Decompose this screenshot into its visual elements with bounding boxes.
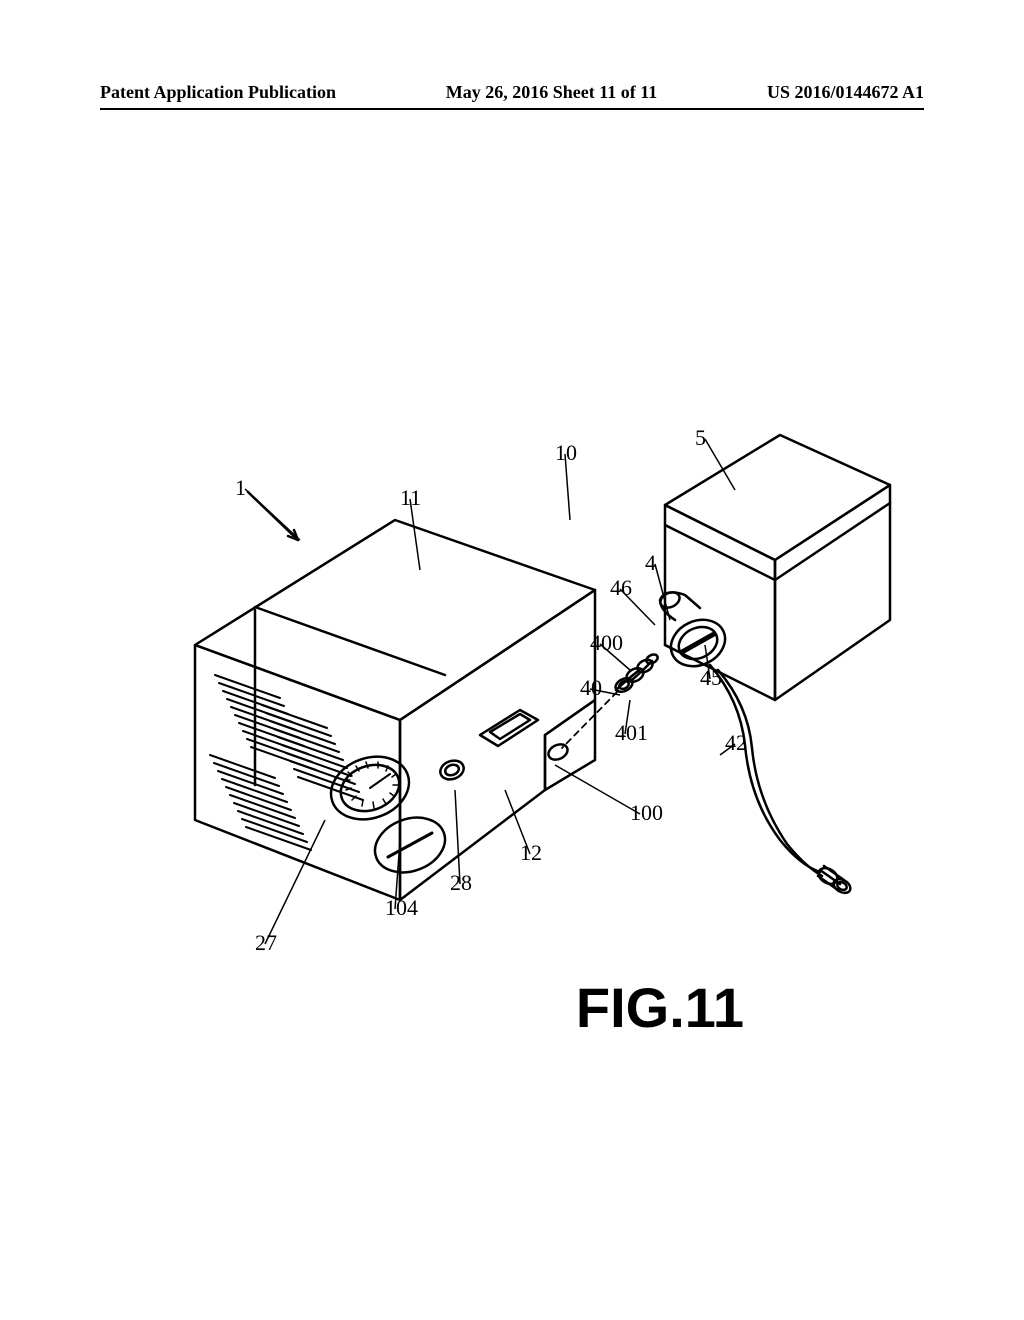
ref-10: 10	[555, 440, 577, 466]
figure-area: 111105464400404014542100122810427 FIG.11	[100, 200, 924, 1100]
ref-40: 40	[580, 675, 602, 701]
header-right: US 2016/0144672 A1	[767, 82, 924, 103]
patent-drawing	[100, 200, 924, 1100]
header-center: May 26, 2016 Sheet 11 of 11	[446, 82, 658, 103]
ref-104: 104	[385, 895, 418, 921]
ref-46: 46	[610, 575, 632, 601]
header-rule	[100, 108, 924, 110]
ref-400: 400	[590, 630, 623, 656]
ref-5: 5	[695, 425, 706, 451]
header-left: Patent Application Publication	[100, 82, 336, 103]
ref-45: 45	[700, 665, 722, 691]
figure-label: FIG.11	[576, 975, 744, 1040]
ref-27: 27	[255, 930, 277, 956]
ref-11: 11	[400, 485, 421, 511]
ref-12: 12	[520, 840, 542, 866]
patent-header: Patent Application Publication May 26, 2…	[0, 82, 1024, 103]
ref-1: 1	[235, 475, 246, 501]
ref-42: 42	[725, 730, 747, 756]
ref-100: 100	[630, 800, 663, 826]
ref-28: 28	[450, 870, 472, 896]
ref-401: 401	[615, 720, 648, 746]
ref-4: 4	[645, 550, 656, 576]
